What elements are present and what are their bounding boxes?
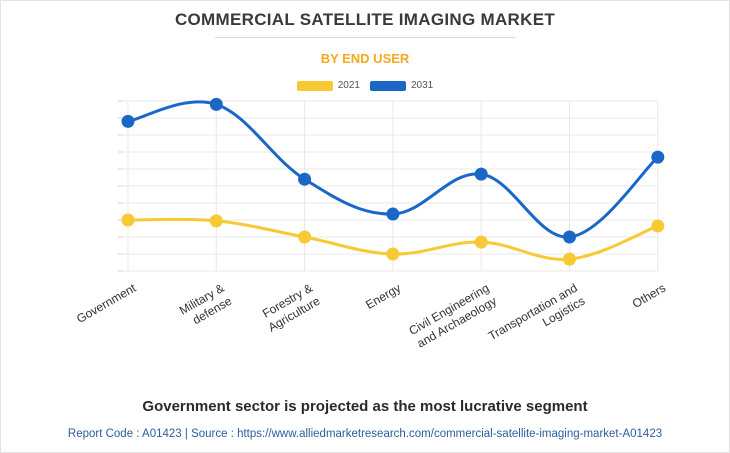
data-point-2021 <box>209 214 223 228</box>
legend-swatch-2031 <box>370 80 406 91</box>
title-divider <box>215 37 515 38</box>
data-point-2031 <box>121 114 135 128</box>
chart-subtitle: BY END USER <box>320 51 410 66</box>
legend-item-2031[interactable]: 2031 <box>370 80 433 91</box>
x-tick-label: Energy <box>363 281 403 312</box>
legend-item-2021[interactable]: 2021 <box>296 80 360 91</box>
x-tick-label: Others <box>630 281 668 311</box>
data-point-2021 <box>474 235 488 249</box>
data-point-2031 <box>651 150 665 164</box>
data-point-2031 <box>386 207 400 221</box>
data-point-2031 <box>209 97 223 111</box>
x-tick-label-line: Energy <box>363 281 403 312</box>
x-tick-label-line: Government <box>74 280 139 325</box>
legend-label-2021: 2021 <box>337 80 360 91</box>
x-tick-label: Civil Engineeringand Archaeology <box>407 281 499 351</box>
chart-title: COMMERCIAL SATELLITE IMAGING MARKET <box>174 10 556 29</box>
x-tick-label: Military &defense <box>177 281 235 331</box>
data-point-2021 <box>298 230 312 244</box>
x-tick-label: Government <box>74 280 139 325</box>
data-point-2021 <box>651 219 665 233</box>
chart-legend: 2021 2031 <box>0 80 730 91</box>
data-point-2021 <box>386 247 400 261</box>
data-point-2031 <box>474 167 488 181</box>
footer-headline: Government sector is projected as the mo… <box>142 398 588 415</box>
data-point-2021 <box>121 213 135 227</box>
data-point-2031 <box>298 172 312 186</box>
legend-swatch-2021 <box>296 80 333 91</box>
legend-label-2031: 2031 <box>411 80 434 91</box>
data-point-2031 <box>563 230 576 244</box>
x-tick-label: Forestry &Agriculture <box>258 281 322 335</box>
data-point-2021 <box>563 252 576 266</box>
footer-source: Report Code : A01423 | Source : https://… <box>67 428 663 440</box>
x-tick-label-line: Others <box>630 281 668 311</box>
x-tick-label: Transportation andLogistics <box>486 281 587 356</box>
